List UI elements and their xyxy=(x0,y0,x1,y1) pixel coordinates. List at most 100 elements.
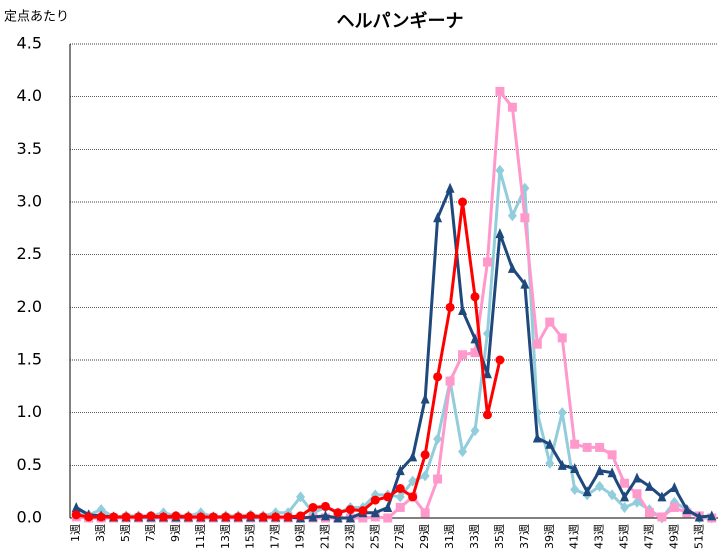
marker xyxy=(71,501,81,512)
marker xyxy=(582,486,592,497)
marker xyxy=(482,368,492,379)
marker xyxy=(420,393,430,404)
marker xyxy=(383,513,393,523)
marker xyxy=(532,339,542,349)
marker xyxy=(271,512,281,522)
y-axis-label: 定点あたり xyxy=(4,10,69,25)
marker xyxy=(482,257,492,267)
y-tick-label: 4.5 xyxy=(17,34,42,53)
x-tick-label: 29週 xyxy=(418,524,431,549)
x-tick-label: 37週 xyxy=(518,524,531,549)
marker xyxy=(632,472,642,483)
marker xyxy=(607,489,617,501)
marker xyxy=(507,210,517,222)
marker xyxy=(458,197,468,207)
marker xyxy=(196,512,206,522)
marker xyxy=(283,512,293,522)
marker xyxy=(532,432,542,443)
marker xyxy=(420,450,430,460)
marker xyxy=(171,511,181,521)
marker xyxy=(109,512,119,522)
x-tick-label: 43週 xyxy=(593,524,606,549)
marker xyxy=(682,504,692,515)
series xyxy=(71,86,717,523)
marker xyxy=(121,512,131,522)
x-tick-label: 47週 xyxy=(642,524,655,549)
marker xyxy=(557,333,567,343)
y-tick-label: 0.0 xyxy=(17,508,42,527)
x-tick-label: 31週 xyxy=(443,524,456,549)
marker xyxy=(308,511,318,522)
x-tick-label: 35週 xyxy=(493,524,506,549)
y-tick-label: 2.5 xyxy=(17,244,42,263)
marker xyxy=(333,508,343,518)
marker xyxy=(570,484,580,496)
marker xyxy=(320,510,330,521)
x-tick-label: 3週 xyxy=(94,524,107,542)
series xyxy=(71,197,505,522)
marker xyxy=(607,467,617,478)
marker xyxy=(657,491,667,502)
marker xyxy=(620,491,630,502)
marker xyxy=(296,511,306,521)
marker xyxy=(545,438,555,449)
marker xyxy=(308,502,318,512)
marker xyxy=(545,317,555,327)
marker xyxy=(507,262,517,273)
marker xyxy=(669,481,679,492)
marker xyxy=(433,212,443,223)
marker xyxy=(620,478,630,488)
marker xyxy=(644,480,654,491)
x-tick-label: 51週 xyxy=(692,524,705,549)
marker xyxy=(458,350,468,360)
marker xyxy=(582,442,592,452)
marker xyxy=(96,504,106,516)
marker xyxy=(420,508,430,518)
marker xyxy=(408,451,418,462)
marker xyxy=(320,501,330,511)
marker xyxy=(71,510,81,520)
marker xyxy=(520,213,530,223)
marker xyxy=(545,457,555,469)
marker xyxy=(595,465,605,476)
x-tick-label: 17週 xyxy=(269,524,282,549)
marker xyxy=(358,506,368,516)
x-tick-label: 11週 xyxy=(194,524,207,549)
marker xyxy=(470,333,480,344)
marker xyxy=(470,292,480,302)
x-tick-label: 27週 xyxy=(393,524,406,549)
x-tick-label: 23週 xyxy=(343,524,356,549)
y-tick-label: 1.0 xyxy=(17,402,42,421)
marker xyxy=(707,510,717,521)
y-tick-label: 3.5 xyxy=(17,139,42,158)
marker xyxy=(296,491,306,503)
marker xyxy=(395,491,405,503)
marker xyxy=(420,470,430,482)
x-tick-label: 15週 xyxy=(244,524,257,549)
x-tick-label: 13週 xyxy=(219,524,232,549)
marker xyxy=(433,474,443,484)
marker xyxy=(507,102,517,112)
marker xyxy=(495,228,505,239)
marker xyxy=(370,495,380,505)
marker xyxy=(470,425,480,437)
y-tick-label: 1.5 xyxy=(17,350,42,369)
line xyxy=(75,186,712,520)
marker xyxy=(495,164,505,176)
x-tick-label: 45週 xyxy=(618,524,631,549)
x-tick-label: 5週 xyxy=(119,524,132,542)
marker xyxy=(595,442,605,452)
marker xyxy=(345,505,355,515)
marker xyxy=(557,407,567,419)
marker xyxy=(694,511,704,522)
y-tick-label: 3.0 xyxy=(17,192,42,211)
marker xyxy=(358,513,368,523)
marker xyxy=(570,439,580,449)
marker xyxy=(383,492,393,502)
marker xyxy=(570,462,580,473)
x-tick-label: 1週 xyxy=(69,524,82,542)
marker xyxy=(96,512,106,522)
marker xyxy=(183,512,193,522)
y-tick-label: 2.0 xyxy=(17,297,42,316)
